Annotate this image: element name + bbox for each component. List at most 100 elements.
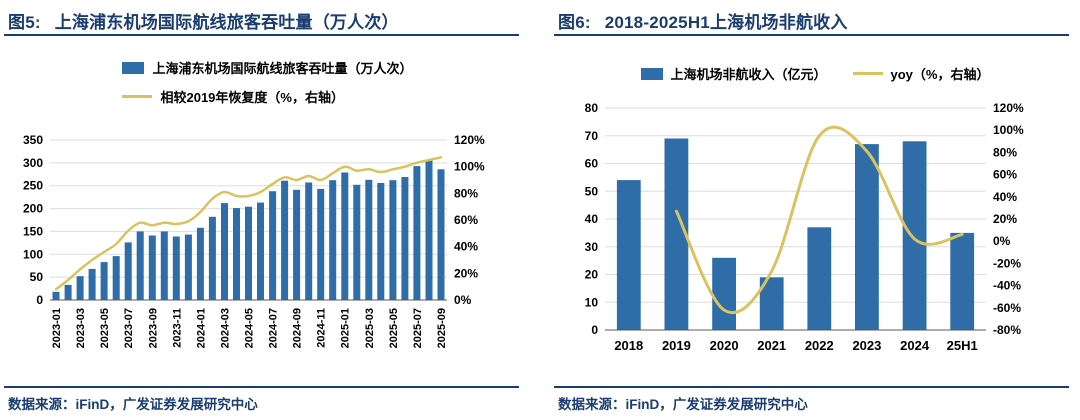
figure-5-title-rule — [4, 34, 519, 36]
svg-text:2024-07: 2024-07 — [268, 308, 280, 348]
svg-text:-80%: -80% — [993, 323, 1021, 337]
svg-text:20%: 20% — [454, 266, 478, 280]
figure-6-title: 图6: 2018-2025H1上海机场非航收入 — [558, 8, 848, 33]
figure-6-legend: 上海机场非航收入（亿元） yoy（%，右轴） — [550, 64, 1080, 83]
figure-5-legend-box: 上海浦东机场国际航线旅客吞吐量（万人次） 相较2019年恢复度（%，右轴） — [122, 58, 413, 106]
figure-5-label: 图5: — [8, 13, 41, 32]
figure-5-title-text: 上海浦东机场国际航线旅客吞吐量（万人次） — [54, 13, 399, 32]
x-axis-labels: 2018 2019 2020 2021 2022 2023 2024 25H1 — [614, 338, 977, 353]
svg-text:2025-05: 2025-05 — [388, 308, 400, 348]
right-axis-labels: -80% -60% -40% -20% 0% 20% 40% 60% 80% 100% 120% — [993, 101, 1024, 337]
svg-text:100%: 100% — [454, 160, 485, 174]
svg-text:80%: 80% — [993, 145, 1017, 159]
svg-text:200: 200 — [23, 202, 43, 216]
legend-item-bar-series: 上海机场非航收入（亿元） — [640, 64, 827, 83]
bars — [52, 160, 445, 300]
svg-text:250: 250 — [23, 179, 43, 193]
svg-text:0%: 0% — [454, 293, 472, 307]
figure-6-title-rule — [554, 34, 1069, 36]
svg-text:100: 100 — [23, 247, 43, 261]
svg-text:40%: 40% — [454, 240, 478, 254]
svg-text:2025-03: 2025-03 — [364, 308, 376, 348]
svg-text:50: 50 — [585, 184, 599, 198]
left-axis-labels: 0 10 20 30 40 50 60 70 80 — [585, 101, 599, 337]
trend-line — [674, 125, 964, 314]
figure-6-label: 图6: — [558, 13, 591, 32]
svg-text:10: 10 — [585, 295, 599, 309]
figure-6-legend-box: 上海机场非航收入（亿元） yoy（%，右轴） — [640, 64, 990, 83]
line-series-swatch-icon — [852, 72, 883, 75]
bar-series-legend-label: 上海浦东机场国际航线旅客吞吐量（万人次） — [152, 61, 413, 76]
svg-text:2024-01: 2024-01 — [195, 308, 207, 348]
figure-6-panel: 图6: 2018-2025H1上海机场非航收入 上海机场非航收入（亿元） yoy（… — [550, 0, 1080, 420]
svg-text:60: 60 — [585, 157, 599, 171]
bar-series-legend-label: 上海机场非航收入（亿元） — [670, 67, 827, 82]
svg-text:20: 20 — [585, 268, 599, 282]
svg-text:25H1: 25H1 — [947, 338, 978, 353]
figure-6-source-note: 数据来源：iFinD，广发证券发展研究中心 — [558, 397, 808, 412]
svg-text:120%: 120% — [454, 133, 485, 147]
svg-text:2023: 2023 — [852, 338, 881, 353]
svg-text:-60%: -60% — [993, 301, 1021, 315]
svg-text:2025-01: 2025-01 — [340, 308, 352, 348]
svg-text:100%: 100% — [993, 123, 1024, 137]
figure-6-chart: 0 10 20 30 40 50 60 70 80 -80% -60% -40% -20% 0% 20% 40… — [585, 101, 1024, 353]
figure-5-legend: 上海浦东机场国际航线旅客吞吐量（万人次） 相较2019年恢复度（%，右轴） — [0, 58, 535, 106]
figure-5-title: 图5: 上海浦东机场国际航线旅客吞吐量（万人次） — [8, 8, 399, 33]
svg-text:2024-03: 2024-03 — [219, 308, 231, 348]
line-series-swatch-icon — [122, 95, 153, 98]
svg-text:2018: 2018 — [614, 338, 643, 353]
svg-text:2023-07: 2023-07 — [123, 308, 135, 348]
svg-text:2024: 2024 — [900, 338, 930, 353]
legend-item-bar-series: 上海浦东机场国际航线旅客吞吐量（万人次） — [122, 58, 413, 77]
line-series-legend-label: 相较2019年恢复度（%，右轴） — [160, 90, 344, 105]
svg-text:40: 40 — [585, 212, 599, 226]
trend-line — [54, 156, 443, 291]
svg-text:2021: 2021 — [757, 338, 786, 353]
legend-item-line-series: 相较2019年恢复度（%，右轴） — [122, 87, 344, 106]
svg-text:20%: 20% — [993, 212, 1017, 226]
figure-5-chart: 0 50 100 150 200 250 300 350 0% 20% 40% 60% 80% 100% 1… — [23, 133, 485, 348]
svg-text:0: 0 — [591, 323, 598, 337]
svg-text:2020: 2020 — [710, 338, 739, 353]
bar-series-swatch-icon — [122, 61, 145, 74]
figure-6-source-rule — [554, 386, 1069, 388]
svg-text:2023-11: 2023-11 — [171, 308, 183, 348]
svg-text:-40%: -40% — [993, 279, 1021, 293]
svg-text:-20%: -20% — [993, 256, 1021, 270]
svg-text:60%: 60% — [454, 213, 478, 227]
figure-5-source-rule — [4, 386, 519, 388]
svg-text:80: 80 — [585, 101, 599, 115]
svg-text:60%: 60% — [993, 168, 1017, 182]
figure-6-title-text: 2018-2025H1上海机场非航收入 — [604, 13, 848, 32]
svg-text:2023-01: 2023-01 — [51, 308, 63, 348]
svg-text:300: 300 — [23, 156, 43, 170]
x-axis-labels: 2023-01 2023-03 2023-05 2023-07 2023-09 2023-… — [51, 308, 448, 348]
svg-text:70: 70 — [585, 129, 599, 143]
svg-text:2025-07: 2025-07 — [412, 308, 424, 348]
svg-text:80%: 80% — [454, 186, 478, 200]
right-axis-labels: 0% 20% 40% 60% 80% 100% 120% — [454, 133, 485, 307]
svg-text:2019: 2019 — [662, 338, 691, 353]
svg-text:40%: 40% — [993, 190, 1017, 204]
svg-text:50: 50 — [30, 270, 44, 284]
svg-text:0: 0 — [36, 293, 43, 307]
svg-text:2022: 2022 — [805, 338, 834, 353]
svg-text:2023-09: 2023-09 — [147, 308, 159, 348]
svg-text:2025-09: 2025-09 — [436, 308, 448, 348]
line-series-legend-label: yoy（%，右轴） — [890, 67, 990, 82]
figure-5-source-note: 数据来源：iFinD，广发证券发展研究中心 — [8, 397, 258, 412]
svg-text:2023-05: 2023-05 — [99, 308, 111, 348]
svg-text:2024-05: 2024-05 — [244, 308, 256, 348]
svg-text:0%: 0% — [993, 234, 1011, 248]
legend-item-line-series: yoy（%，右轴） — [852, 64, 990, 83]
bars — [616, 138, 975, 330]
svg-text:2023-03: 2023-03 — [75, 308, 87, 348]
svg-text:120%: 120% — [993, 101, 1024, 115]
svg-text:350: 350 — [23, 133, 43, 147]
figure-5-panel: 图5: 上海浦东机场国际航线旅客吞吐量（万人次） 上海浦东机场国际航线旅客吞吐量（… — [0, 0, 535, 420]
svg-text:2024-11: 2024-11 — [316, 308, 328, 348]
bar-series-swatch-icon — [640, 67, 663, 80]
svg-text:2024-09: 2024-09 — [292, 308, 304, 348]
